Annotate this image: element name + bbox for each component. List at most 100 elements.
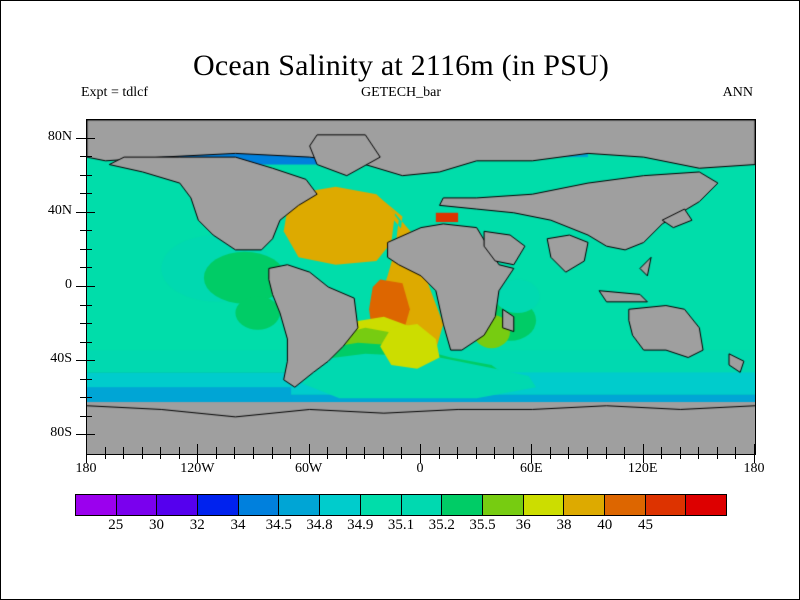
y-axis-tick: [80, 323, 86, 325]
map-plot-area: [86, 119, 756, 455]
colorbar-tick-label: 34: [230, 517, 246, 533]
colorbar-segment: [604, 495, 646, 515]
x-axis-tick: [679, 453, 681, 459]
colorbar: [75, 494, 727, 516]
y-axis-tick: [76, 434, 86, 436]
x-axis-tick: [754, 453, 755, 463]
x-axis-tick-inner: [494, 447, 496, 453]
x-axis-label: 180: [743, 461, 765, 476]
x-axis-tick: [271, 453, 273, 459]
x-axis-tick-inner: [123, 447, 125, 453]
colorbar-segment: [482, 495, 524, 515]
x-axis-tick-inner: [271, 447, 273, 453]
y-axis-label: 40N: [47, 202, 72, 218]
x-axis-tick: [420, 453, 421, 463]
x-axis-tick: [141, 453, 143, 459]
x-axis-tick-inner: [104, 447, 106, 453]
x-axis-tick: [327, 453, 329, 459]
x-axis-tick: [178, 453, 180, 459]
colorbar-tick-label: 35.1: [387, 517, 415, 533]
colorbar-segment: [401, 495, 443, 515]
x-axis-tick: [512, 453, 514, 459]
x-axis-tick-inner: [624, 447, 626, 453]
x-axis-tick-inner: [178, 447, 180, 453]
colorbar-segment: [686, 495, 726, 515]
y-axis-tick: [76, 286, 86, 287]
x-axis-label: 120E: [627, 461, 658, 476]
x-axis-tick: [123, 453, 125, 459]
colorbar-segment: [320, 495, 361, 515]
colorbar-tick-label: 45: [638, 517, 653, 533]
colorbar-segment: [645, 495, 687, 515]
x-axis-tick-inner: [679, 447, 681, 453]
x-axis-tick-inner: [290, 447, 292, 453]
y-axis-tick-inner: [86, 286, 95, 287]
colorbar-tick-label: 32: [189, 517, 205, 533]
x-axis-tick: [197, 453, 199, 463]
colorbar-tick-label: 38: [556, 517, 572, 533]
x-axis-tick-inner: [327, 447, 329, 453]
x-axis-label: 60W: [295, 461, 323, 476]
y-axis-tick: [80, 174, 86, 176]
y-axis-label: 0: [65, 277, 72, 292]
x-axis-tick: [438, 453, 440, 459]
y-axis-tick: [76, 211, 86, 213]
y-axis-tick-inner: [86, 193, 92, 195]
colorbar-tick-label: 35.2: [428, 517, 455, 533]
y-axis-tick-inner: [86, 230, 92, 232]
x-axis-tick: [457, 453, 459, 459]
y-axis-tick: [80, 378, 86, 380]
y-axis-label: 80N: [47, 128, 72, 144]
y-axis-tick-inner: [86, 341, 92, 343]
colorbar-tick-label: 34.9: [347, 517, 374, 533]
x-axis-tick: [253, 453, 254, 459]
x-axis-tick-inner: [661, 447, 663, 453]
x-axis-tick: [364, 453, 366, 459]
x-axis-tick: [290, 453, 292, 459]
colorbar-tick-label: 36: [515, 517, 531, 533]
x-axis-tick: [345, 453, 347, 459]
y-axis-tick: [80, 267, 86, 269]
y-axis-tick-inner: [86, 360, 95, 362]
x-axis-tick: [587, 453, 588, 459]
y-axis-tick: [80, 415, 86, 417]
salinity-map-canvas: [87, 120, 755, 454]
colorbar-segment: [360, 495, 402, 515]
x-axis-tick-inner: [401, 447, 403, 453]
colorbar-tick-label: 25: [108, 517, 124, 533]
x-axis-tick: [549, 453, 551, 459]
x-axis-tick: [624, 453, 626, 459]
x-axis-tick: [698, 453, 700, 459]
x-axis-label: 60E: [520, 461, 543, 476]
x-axis-tick: [531, 453, 533, 463]
x-axis-tick-inner: [457, 447, 459, 453]
x-axis-tick-inner: [160, 447, 162, 453]
experiment-label: Expt = tdlcf: [81, 85, 148, 100]
x-axis-tick: [494, 453, 496, 459]
x-axis-tick-inner: [512, 447, 514, 453]
x-axis-tick-inner: [215, 447, 217, 453]
y-axis-tick-inner: [86, 415, 92, 417]
y-axis-tick-inner: [86, 267, 92, 269]
x-axis-tick-inner: [141, 447, 143, 453]
y-axis-tick: [80, 304, 86, 306]
x-axis-tick: [382, 453, 384, 459]
y-axis-tick-inner: [86, 304, 92, 306]
x-axis-tick-inner: [364, 447, 366, 453]
colorbar-segment: [279, 495, 321, 515]
x-axis-tick-inner: [86, 444, 87, 453]
x-axis-tick: [234, 453, 236, 459]
x-axis-tick-inner: [549, 447, 551, 453]
colorbar-segment: [442, 495, 483, 515]
y-axis-label: 80S: [50, 425, 72, 441]
x-axis-label: 180: [75, 461, 97, 476]
y-axis-tick: [76, 137, 86, 139]
x-axis-tick-inner: [308, 444, 310, 453]
x-axis-tick: [735, 453, 737, 459]
colorbar-segment: [76, 495, 117, 515]
x-axis-tick: [661, 453, 663, 459]
y-axis-tick-inner: [86, 434, 95, 436]
colorbar-tick-label: 40: [597, 517, 613, 533]
x-axis-tick: [160, 453, 162, 459]
colorbar-tick-label: 30: [149, 517, 164, 533]
